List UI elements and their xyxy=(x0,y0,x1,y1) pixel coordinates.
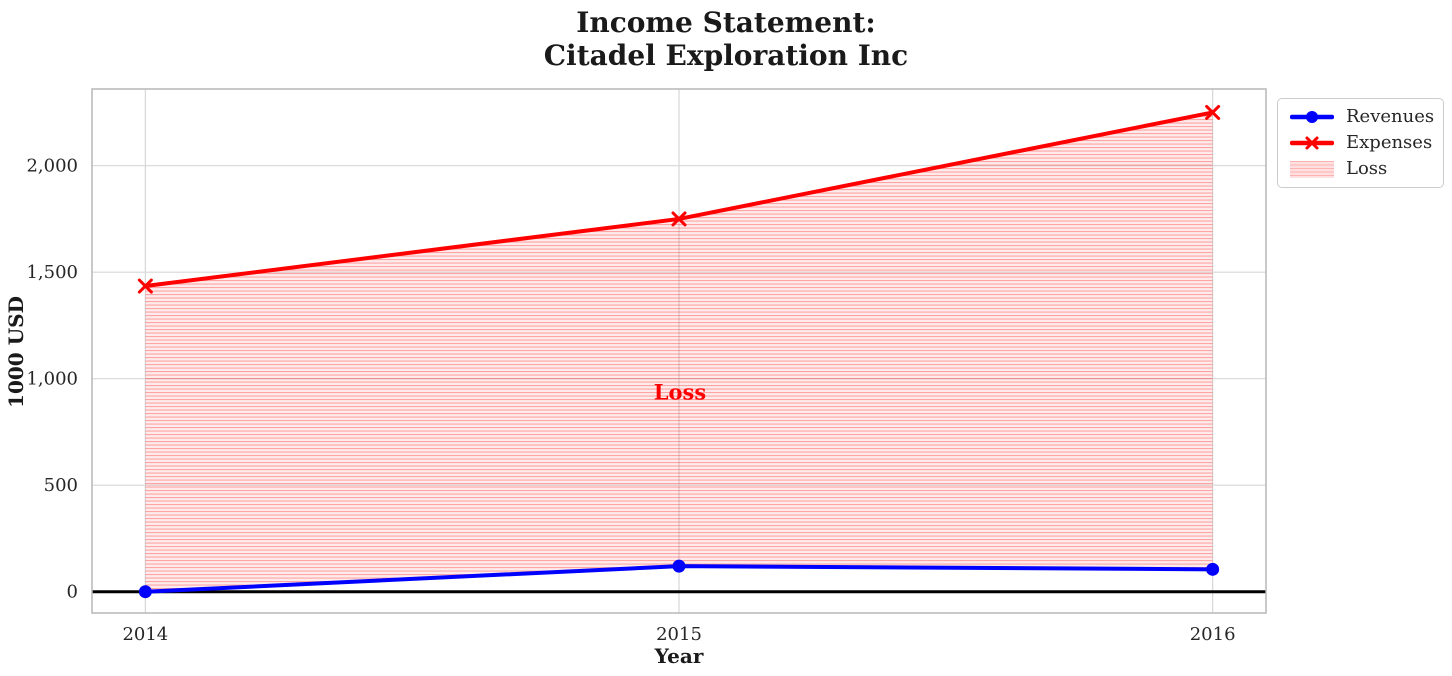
legend-label-revenues: Revenues xyxy=(1346,106,1435,127)
legend: Revenues Expenses Loss xyxy=(1277,98,1444,188)
loss-annotation: Loss xyxy=(653,379,707,405)
x-axis-label: Year xyxy=(654,644,704,668)
x-tick-label: 2016 xyxy=(1190,624,1236,645)
expenses-point-marker xyxy=(1205,104,1221,120)
y-tick-label: 1,500 xyxy=(26,262,78,283)
plot-border xyxy=(91,88,1267,614)
y-tick-label: 2,000 xyxy=(26,156,78,177)
expenses-point-marker xyxy=(671,211,687,227)
chart-title-line2: Citadel Exploration Inc xyxy=(543,39,909,73)
y-tick-label: 0 xyxy=(67,582,78,603)
revenues-point-marker xyxy=(138,585,152,599)
loss-patch-swatch xyxy=(1290,160,1334,178)
y-tick-label: 1,000 xyxy=(26,369,78,390)
expenses-point-marker xyxy=(137,278,153,294)
y-tick-label: 500 xyxy=(44,475,78,496)
legend-swatch-graphic xyxy=(1289,111,1335,123)
y-axis-label: 1000 USD xyxy=(4,296,28,408)
chart-title: Income Statement: Citadel Exploration In… xyxy=(0,6,1452,72)
x-tick-label: 2015 xyxy=(656,624,702,645)
x-tick-label: 2014 xyxy=(122,624,168,645)
legend-swatch-graphic xyxy=(1289,136,1335,150)
legend-label-loss: Loss xyxy=(1346,158,1388,179)
revenues-line-swatch xyxy=(1289,108,1335,126)
revenues-point-marker xyxy=(672,559,686,573)
legend-item-loss: Loss xyxy=(1290,160,1431,178)
legend-item-revenues: Revenues xyxy=(1289,106,1435,127)
legend-label-expenses: Expenses xyxy=(1346,132,1433,153)
chart-title-line1: Income Statement: xyxy=(576,6,876,39)
loss-fill-area xyxy=(145,112,1213,592)
legend-item-expenses: Expenses xyxy=(1289,132,1433,153)
expenses-line-swatch xyxy=(1289,134,1335,152)
revenues-point-marker xyxy=(1206,562,1220,576)
